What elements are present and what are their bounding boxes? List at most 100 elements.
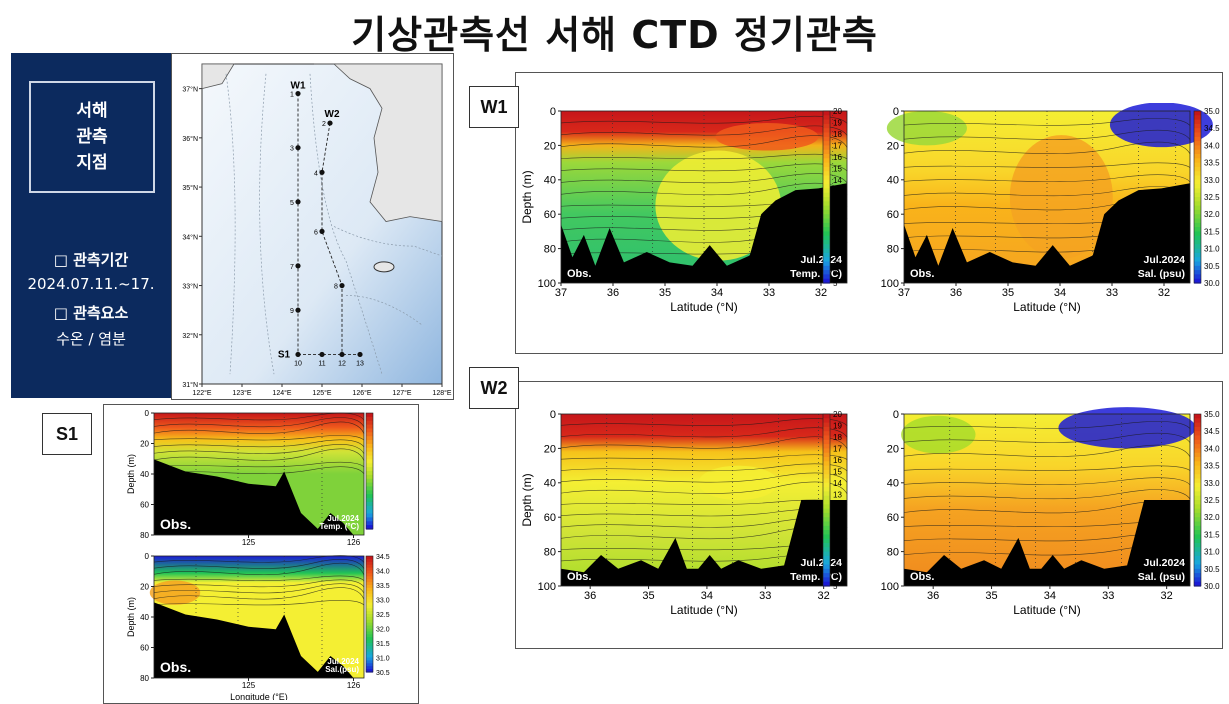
colorbar-tick-label: 33.0 (376, 598, 390, 605)
colorbar-tick-label: 32.5 (1204, 193, 1220, 202)
colorbar-tick-label: 32.5 (1204, 496, 1220, 505)
x-tick-label: 32 (815, 287, 827, 299)
colorbar-tick-label: 12 (833, 502, 842, 511)
period-label: Jul.2024 (801, 254, 843, 266)
station-number: 5 (290, 200, 294, 207)
colorbar-segment (366, 416, 373, 422)
colorbar-segment (366, 616, 373, 621)
isoline (560, 454, 848, 460)
isoline (903, 174, 1191, 183)
y-tick-label: 20 (887, 140, 899, 152)
isoline (560, 173, 848, 184)
colorbar-segment (1194, 132, 1201, 138)
colorbar-tick-label: 5 (833, 582, 838, 591)
obs-label: Obs. (567, 268, 591, 280)
variable-label: Temp. (°C) (320, 522, 360, 531)
colorbar-segment (823, 235, 830, 241)
station-marker (339, 351, 345, 358)
w2-temperature-chart: 36 35 34 33 32 0 20 40 60 80 100 Latitude (°N) Depth… (520, 409, 848, 617)
x-axis-label: Latitude (°N) (1013, 603, 1081, 617)
colorbar-segment (823, 508, 830, 514)
y-axis-label: Depth (m) (126, 597, 136, 637)
colorbar-segment (823, 581, 830, 587)
colorbar-tick-label: 31.0 (376, 656, 390, 663)
colorbar-segment (1194, 577, 1201, 583)
colorbar-segment (366, 640, 373, 644)
x-tick-label: 33 (1106, 287, 1118, 299)
colorbar-segment (366, 619, 373, 624)
colorbar-tick-label: 30.0 (1204, 279, 1220, 288)
colorbar-segment (366, 455, 373, 460)
x-tick-label: 126 (347, 681, 361, 690)
colorbar-segment (366, 561, 373, 566)
isoline (153, 583, 365, 594)
colorbar-segment (366, 628, 373, 632)
colorbar-segment (1194, 136, 1201, 142)
colorbar-segment (1194, 495, 1201, 501)
lat-label: 31°N (182, 381, 198, 389)
colorbar-segment (823, 469, 830, 475)
colorbar-segment (823, 495, 830, 501)
station-number: 11 (318, 360, 325, 367)
colorbar-segment (823, 201, 830, 207)
colorbar-segment (366, 432, 373, 437)
period-label: Jul.2024 (1144, 557, 1186, 569)
obs-label: Obs. (160, 659, 191, 675)
colorbar-segment (366, 509, 373, 515)
colorbar-segment (823, 500, 830, 505)
colorbar-segment (366, 570, 373, 574)
isoline (153, 587, 365, 600)
colorbar-tick-label: 8 (833, 245, 838, 254)
lat-label: 36°N (182, 135, 198, 143)
colorbar-segment (1194, 465, 1201, 471)
w1-panel: 37 36 35 34 33 32 0 20 40 60 80 100 Latitude (°N) Dep… (515, 72, 1223, 354)
colorbar-segment (366, 625, 373, 630)
y-tick-label: 60 (887, 512, 899, 524)
isoline (153, 575, 365, 581)
plot-frame (560, 413, 848, 587)
x-tick-label: 33 (1102, 590, 1114, 602)
x-tick-label: 34 (701, 590, 713, 602)
x-tick-label: 35 (659, 287, 671, 299)
x-axis-label: Latitude (°N) (670, 603, 738, 617)
period-label: Jul.2024 (801, 557, 843, 569)
isoline (153, 439, 365, 448)
colorbar-segment (366, 587, 373, 592)
isoline (153, 559, 365, 569)
colorbar-segment (366, 467, 373, 472)
y-tick-label: 100 (538, 278, 556, 290)
colorbar-tick-label: 12 (833, 199, 842, 208)
s1-line-label: S1 (278, 349, 291, 360)
x-tick-label: 36 (607, 287, 619, 299)
colorbar-segment (1194, 119, 1201, 125)
isoline (903, 421, 1191, 429)
station-marker (295, 351, 301, 358)
colorbar-segment (366, 494, 373, 499)
isoline (153, 579, 365, 588)
colorbar-tick-label: 30.5 (1204, 262, 1220, 271)
elements-value: 수온 / 염분 (56, 330, 126, 348)
colorbar-segment (823, 218, 830, 224)
colorbar-segment (823, 551, 830, 557)
colorbar-segment (823, 257, 830, 263)
colorbar-segment (1194, 461, 1201, 467)
colorbar-segment (823, 478, 830, 484)
y-tick-label: 60 (544, 512, 556, 524)
colorbar-frame (822, 413, 831, 587)
isoline (903, 433, 1191, 443)
colorbar-segment (1194, 162, 1201, 168)
station-number: 9 (290, 308, 294, 315)
colorbar-segment (1194, 448, 1201, 454)
w2-salinity-chart: 36 35 34 33 32 0 20 40 60 80 100 Latitude (°N) Obs. J… (881, 407, 1220, 617)
colorbar-segment (366, 521, 373, 526)
y-tick-label: 0 (145, 552, 150, 561)
colorbar-segment (1194, 188, 1201, 194)
colorbar-segment (1194, 534, 1201, 540)
colorbar-segment (366, 440, 373, 445)
colorbar-segment (366, 637, 373, 641)
colorbar-segment (1194, 231, 1201, 237)
colorbar-segment (366, 608, 373, 612)
colorbar-tick-label: 19 (833, 421, 842, 430)
colorbar-segment (1194, 555, 1201, 561)
colorbar-segment (823, 274, 830, 280)
